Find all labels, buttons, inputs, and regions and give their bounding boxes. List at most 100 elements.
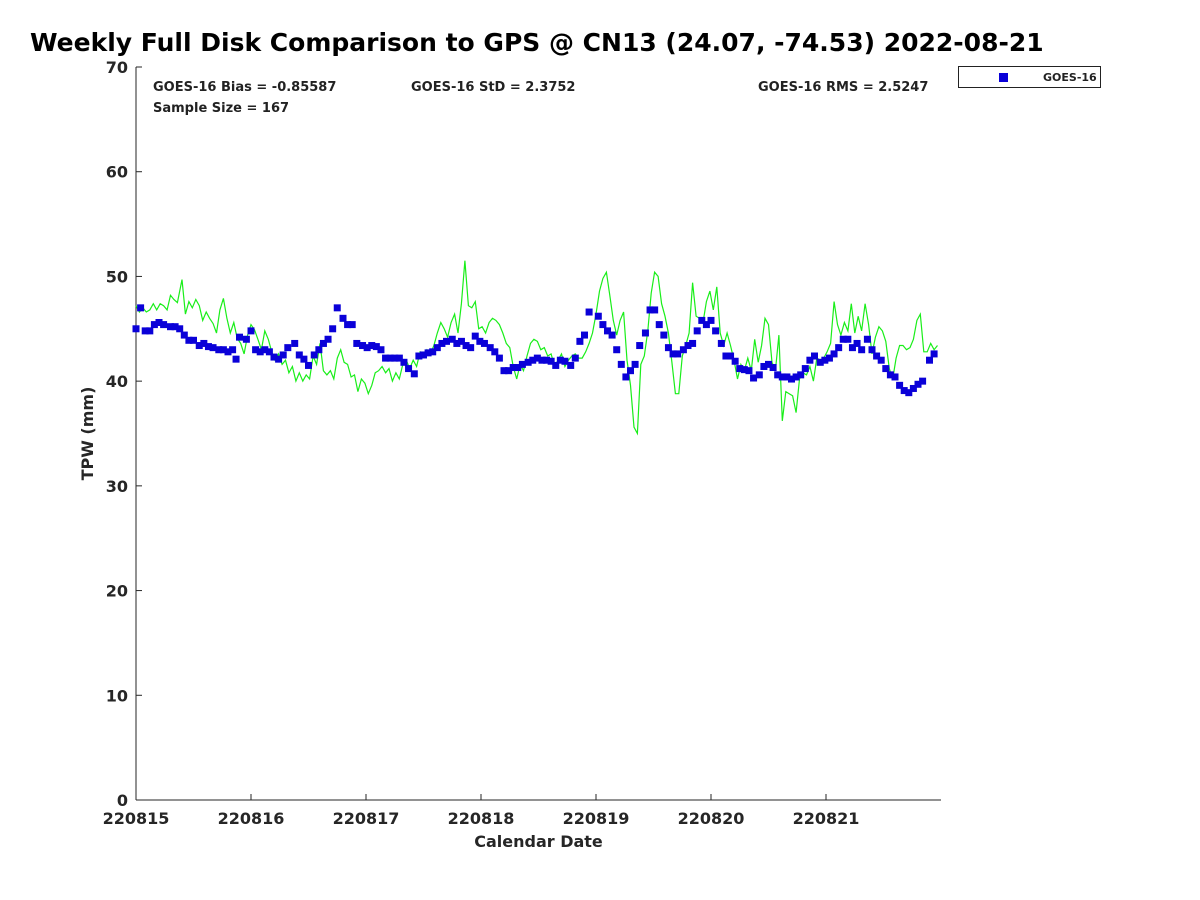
data-point [518,360,526,368]
data-point [909,384,917,392]
data-point [858,346,866,354]
data-point [324,335,332,343]
y-tick-label: 10 [106,686,128,705]
data-point [171,323,179,331]
axes [135,66,941,801]
data-point [247,327,255,335]
data-point [400,358,408,366]
data-point [816,358,824,366]
data-point [279,351,287,359]
data-point [896,381,904,389]
data-point [727,352,735,360]
data-point [486,344,494,352]
data-point [576,337,584,345]
data-point [926,356,933,364]
data-point [348,321,356,329]
data-point [717,339,725,347]
data-point [547,357,555,365]
data-point [391,354,399,362]
data-point [524,358,532,366]
chart-title: Weekly Full Disk Comparison to GPS @ CN1… [30,28,1044,57]
x-tick-label: 220821 [793,809,860,828]
data-point [698,316,706,324]
data-point [712,327,720,335]
data-point [410,370,418,378]
goes16-series [132,304,938,397]
data-point [877,356,885,364]
data-point [453,339,461,347]
data-point [195,342,203,350]
data-point [224,348,232,356]
data-point [433,344,441,352]
data-point [722,352,730,360]
data-point [359,342,367,350]
data-point [180,331,188,339]
data-point [275,355,283,363]
x-tick-label: 220816 [218,809,285,828]
data-point [873,352,881,360]
data-point [900,387,908,395]
y-tick-label: 0 [117,791,128,810]
data-point [480,339,488,347]
data-point [905,389,913,397]
data-point [930,350,938,358]
data-point [919,377,927,385]
data-point [736,365,744,373]
data-point [797,371,805,379]
data-point [622,373,630,381]
data-point [429,348,437,356]
legend-label-goes16: GOES-16 [1043,71,1097,84]
data-point [377,346,385,354]
x-axis-title: Calendar Date [474,832,603,851]
data-point [769,364,777,372]
data-point [825,354,833,362]
bias-stat: GOES-16 Bias = -0.85587 [153,80,337,95]
data-point [886,371,894,379]
data-point [765,360,772,368]
data-point [438,339,446,347]
data-point [329,325,337,333]
data-point [839,335,847,343]
data-point [500,367,508,375]
data-point [581,331,588,339]
data-point [209,344,217,352]
data-point [495,354,503,362]
data-point [674,350,682,358]
data-point [215,346,223,354]
data-point [641,329,649,337]
data-point [305,361,312,369]
data-point [617,360,625,368]
data-point [585,308,593,316]
data-point [185,336,193,344]
x-tick-label: 220818 [448,809,515,828]
data-point [552,361,560,369]
y-tick-label: 40 [106,372,128,391]
data-point [319,339,327,347]
data-point [707,316,715,324]
data-point [599,321,607,329]
data-point [801,365,809,373]
data-point [155,319,163,327]
data-point [740,366,748,374]
x-tick-label: 220820 [678,809,745,828]
data-point [750,374,758,382]
data-point [219,346,227,354]
data-point [693,327,701,335]
data-point [229,346,237,354]
data-point [509,364,517,372]
data-point [760,362,768,370]
data-point [806,356,814,364]
data-point [141,327,149,335]
data-point [160,321,168,329]
data-point [514,364,522,372]
data-point [204,343,212,351]
data-point [382,354,390,362]
y-tick-label: 70 [106,58,128,77]
data-point [853,339,861,347]
data-point [830,350,838,358]
data-point [462,342,470,350]
data-point [664,344,672,352]
data-point [150,321,158,329]
data-point [200,339,208,347]
data-point [505,367,513,375]
